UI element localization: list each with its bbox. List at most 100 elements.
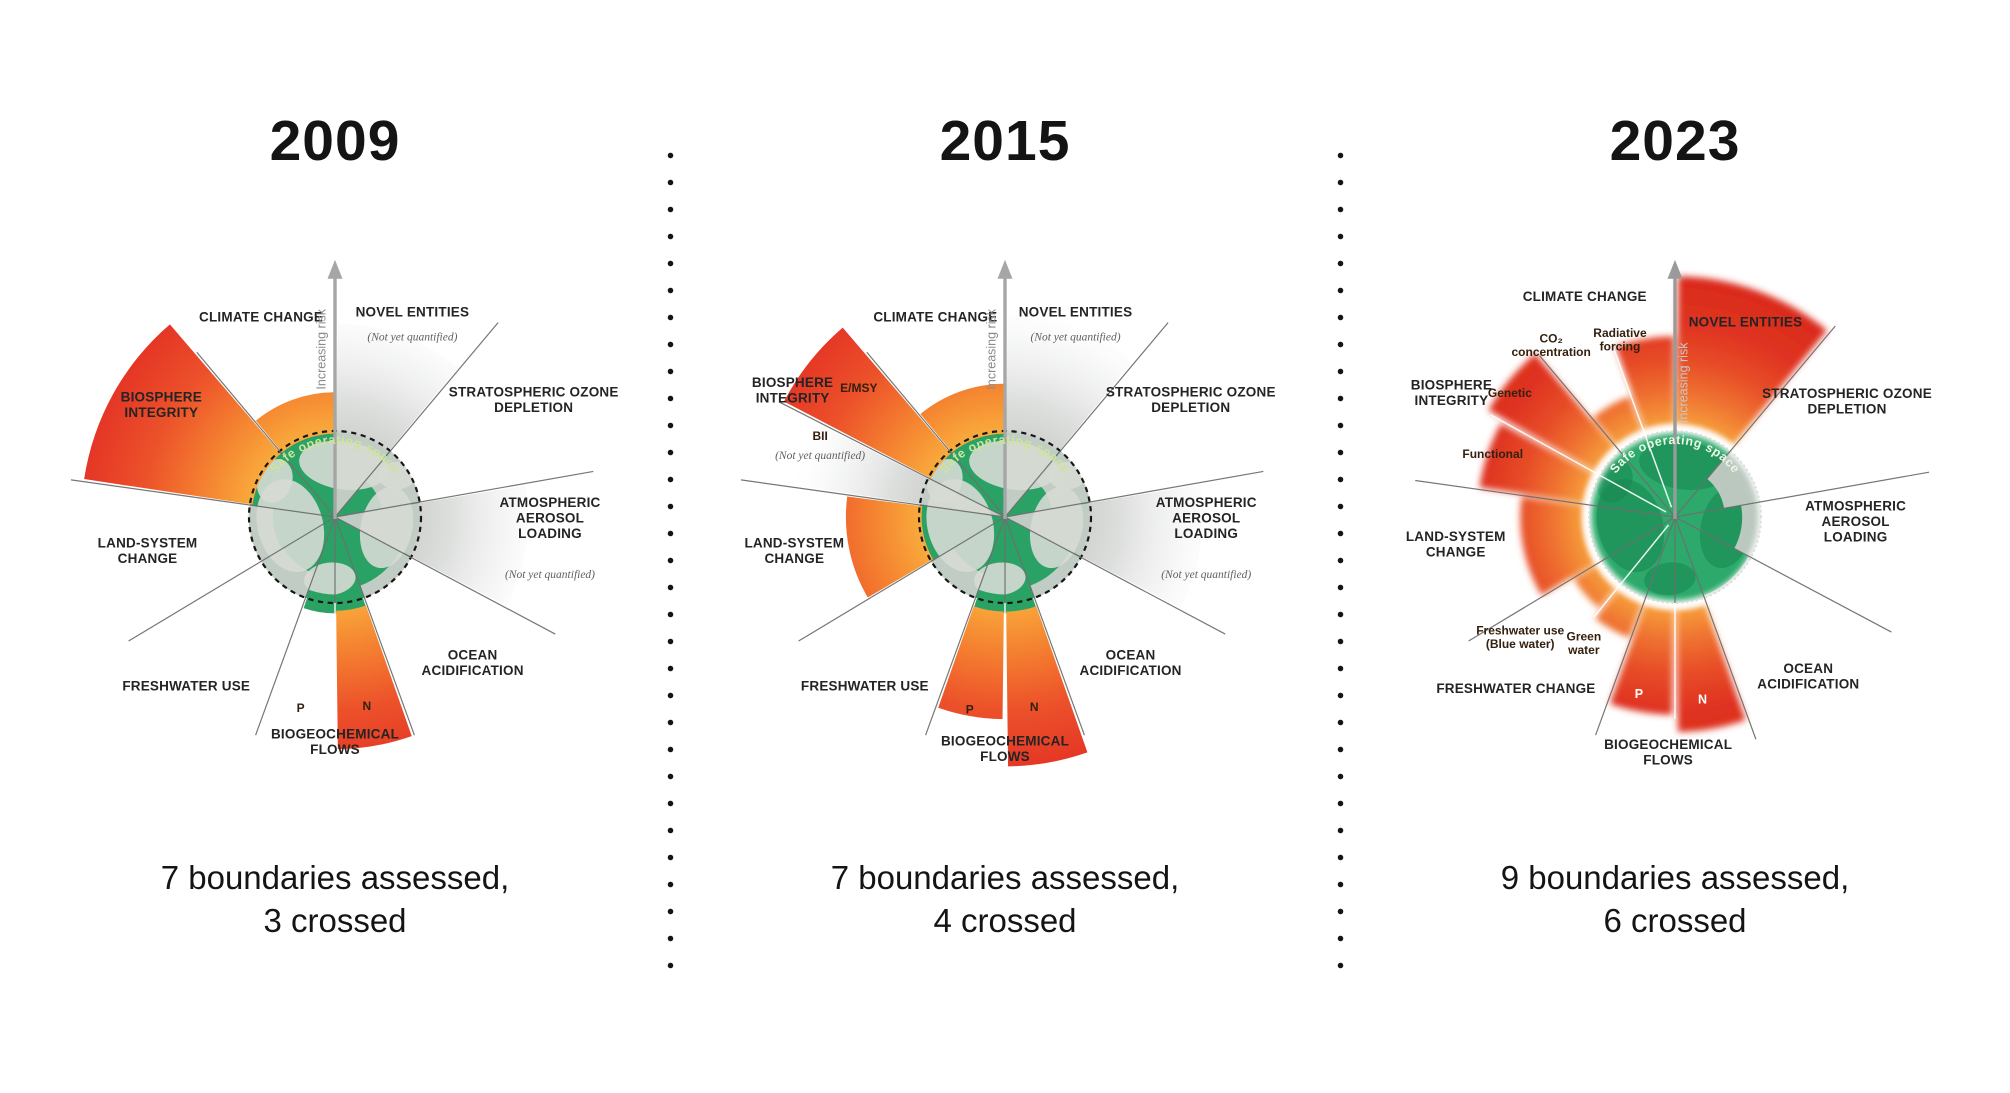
sector-divider-line — [778, 400, 1006, 518]
panel-2009: 2009 Safe operating space CLIMATE CHANGE N… — [0, 0, 670, 942]
label-climate-change: CLIMATE CHANGE — [873, 309, 997, 324]
panel-2023: 2023 Safe operating space CLIMATE CHANGE C… — [1340, 0, 2010, 942]
biosphere-integrity-functional-wedge — [1479, 423, 1595, 504]
label-biosphere: BIOSPHERE INTEGRITY — [752, 375, 833, 406]
sector-divider-line — [1595, 516, 1676, 736]
label-p: P — [1635, 687, 1643, 701]
freshwater-green-water-wedge — [1595, 588, 1643, 638]
label-n: N — [362, 699, 371, 713]
biosphere-integrity-bii-wedge — [792, 421, 930, 505]
safe-boundary-circle — [1588, 429, 1762, 604]
label-climate-change: CLIMATE CHANGE — [1523, 289, 1647, 304]
label-freshwater-change: FRESHWATER CHANGE — [1436, 681, 1595, 696]
increasing-risk-arrow — [997, 259, 1013, 519]
caption-2015: 7 boundaries assessed, 4 crossed — [831, 857, 1180, 943]
continent-shape — [304, 562, 356, 596]
label-not-yet-quantified: (Not yet quantified) — [367, 331, 457, 343]
caption-line1: 9 boundaries assessed, — [1500, 858, 1850, 896]
label-climate-change: CLIMATE CHANGE — [199, 309, 323, 324]
label-not-yet-quantified: (Not yet quantified) — [775, 450, 865, 462]
label-stratospheric-ozone: STRATOSPHERIC OZONE DEPLETION — [1762, 386, 1932, 417]
boundary-wedges — [84, 323, 529, 749]
novel-entities-wedge — [1006, 314, 1134, 452]
panel-separator-dotted-line — [1337, 142, 1344, 970]
continent-shape — [1029, 486, 1084, 568]
label-novel-entities: NOVEL ENTITIES — [1689, 314, 1803, 329]
sector-divider-line — [334, 470, 594, 518]
ocean-acidification-gray-zone — [360, 551, 412, 598]
panel-2015: 2015 Safe operating space CLIMATE CHANGE N… — [670, 0, 1340, 942]
climate-change-wedge — [920, 383, 1005, 453]
novel-entities-wedge — [1676, 275, 1828, 447]
continent-shape — [359, 486, 414, 568]
boundary-wedges — [1479, 275, 1828, 732]
label-genetic: Genetic — [1488, 386, 1532, 400]
sector-divider-line — [1004, 321, 1169, 518]
label-novel-entities: NOVEL ENTITIES — [356, 304, 470, 319]
caption-line2: 4 crossed — [933, 901, 1077, 939]
sector-divider-line — [740, 478, 1006, 518]
biosphere-integrity-genetic-wedge — [1488, 353, 1616, 472]
label-not-yet-quantified: (Not yet quantified) — [1161, 568, 1251, 580]
year-title-2023: 2023 — [1609, 109, 1741, 173]
climate-co2-concentration-wedge — [1593, 396, 1643, 447]
label-n: N — [1030, 700, 1039, 714]
sector-divider-line — [866, 351, 1006, 518]
earth-continents — [256, 440, 416, 596]
label-co: CO₂ concentration — [1511, 331, 1590, 359]
label-biosphere: BIOSPHERE INTEGRITY — [121, 389, 202, 420]
boundary-wedges — [783, 314, 1203, 767]
sector-divider-line — [1468, 516, 1676, 642]
sector-divider-line — [798, 516, 1006, 642]
label-ocean: OCEAN ACIDIFICATION — [1080, 647, 1182, 678]
ocean-acidification-gray-zone — [1030, 551, 1082, 598]
biogeochemical-flows-n-wedge — [1006, 605, 1088, 767]
panels-row: 2009 Safe operating space CLIMATE CHANGE N… — [0, 0, 2010, 942]
sector-divider-line — [1539, 354, 1676, 518]
sector-divider-line — [1674, 516, 1892, 633]
sector-divider-line — [334, 516, 415, 736]
atmospheric-aerosol-loading-wedge — [409, 485, 529, 606]
label-biosphere: BIOSPHERE INTEGRITY — [1411, 377, 1492, 408]
label-biogeochemical: BIOGEOCHEMICAL FLOWS — [271, 726, 399, 757]
sector-divider-line — [334, 516, 556, 635]
biogeochemical-flows-n-wedge — [336, 605, 412, 749]
label-e-msy: E/MSY — [840, 381, 877, 395]
label-p: P — [297, 701, 305, 715]
sector-divider-line — [196, 351, 336, 518]
sector-divider-line — [70, 478, 336, 518]
sub-sector-divider-line — [1490, 413, 1667, 513]
novel-entities-wedge — [336, 323, 458, 452]
label-atmospheric: ATMOSPHERIC AEROSOL LOADING — [1156, 495, 1257, 541]
caption-line2: 3 crossed — [263, 901, 407, 939]
label-increasing-risk: Increasing risk — [984, 308, 998, 389]
label-p: P — [966, 702, 974, 716]
label-freshwater-use: FRESHWATER USE — [801, 678, 929, 693]
label-not-yet-quantified: (Not yet quantified) — [1030, 331, 1120, 343]
year-title-2009: 2009 — [269, 109, 401, 173]
label-land-system: LAND-SYSTEM CHANGE — [744, 535, 844, 566]
label-atmospheric: ATMOSPHERIC AEROSOL LOADING — [1805, 498, 1906, 544]
label-freshwater-use: FRESHWATER USE — [122, 678, 250, 693]
label-ocean: OCEAN ACIDIFICATION — [422, 647, 524, 678]
increasing-risk-arrow — [327, 259, 343, 519]
atmospheric-aerosol-loading-wedge — [1079, 484, 1203, 608]
label-land-system: LAND-SYSTEM CHANGE — [98, 535, 198, 566]
caption-line1: 7 boundaries assessed, — [830, 858, 1180, 896]
label-stratospheric-ozone: STRATOSPHERIC OZONE DEPLETION — [1106, 384, 1276, 415]
label-n: N — [1698, 692, 1707, 706]
label-atmospheric: ATMOSPHERIC AEROSOL LOADING — [500, 495, 601, 541]
land-system-change-wedge — [845, 496, 934, 598]
sector-divider-line — [1004, 516, 1085, 736]
sector-divider-line — [925, 516, 1006, 736]
label-radiative: Radiative forcing — [1593, 326, 1647, 354]
label-freshwater-use: Freshwater use (Blue water) — [1476, 623, 1564, 651]
label-green: Green water — [1566, 629, 1601, 657]
label-stratospheric-ozone: STRATOSPHERIC OZONE DEPLETION — [449, 384, 619, 415]
sector-divider-line — [1004, 470, 1264, 518]
label-bii: BII — [812, 429, 827, 443]
sub-sector-divider-line — [1612, 346, 1673, 508]
sub-sector-divider-line — [1593, 524, 1670, 618]
label-land-system: LAND-SYSTEM CHANGE — [1406, 528, 1506, 559]
